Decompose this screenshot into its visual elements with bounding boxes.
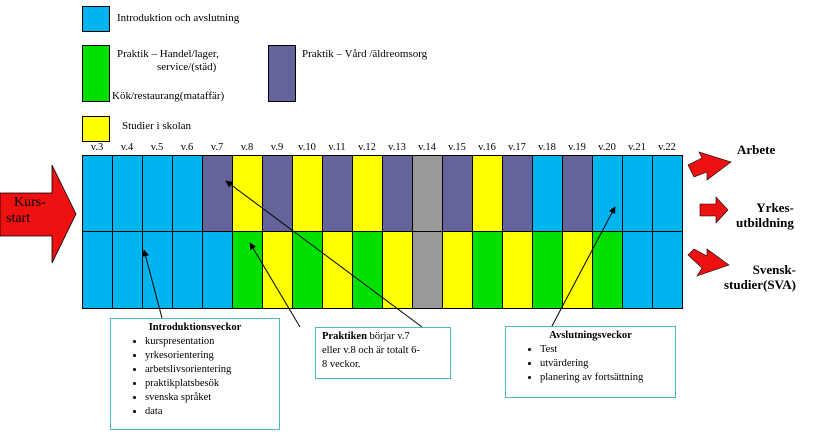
week-label: v.16 — [478, 142, 496, 153]
list-item: yrkesorientering — [145, 349, 275, 363]
week-label: v.6 — [180, 142, 194, 153]
cell-top-intro — [112, 155, 143, 232]
week-label: v.3 — [90, 142, 104, 153]
start-label: Kurs- start — [4, 195, 46, 227]
start-label-line2: start — [6, 211, 31, 226]
cell-bottom-intro — [622, 231, 653, 309]
cell-top-vard — [322, 155, 353, 232]
avslut-weeks-list: Testutvärderingplanering av fortsättning — [510, 343, 671, 385]
week-label: v.10 — [298, 142, 316, 153]
praktik-line2: eller v.8 och är totalt 6- — [322, 345, 420, 356]
outcome-yrkes-line1: Yrkes- — [756, 200, 794, 215]
cell-bottom-studier — [322, 231, 353, 309]
list-item: planering av fortsättning — [540, 371, 671, 385]
outcome-yrkes: Yrkes- utbildning — [732, 200, 794, 230]
intro-weeks-box: Introduktionsveckor kurspresentationyrke… — [110, 318, 280, 430]
week-label: v.12 — [358, 142, 376, 153]
praktik-pointer-line-2 — [225, 180, 423, 328]
praktik-line1: Praktiken börjar v.7 — [322, 330, 444, 344]
cell-bottom-intro — [202, 231, 233, 309]
intro-weeks-title: Introduktionsveckor — [148, 322, 242, 333]
praktik-pointer-line-1 — [249, 242, 301, 328]
cell-bottom-intro — [172, 231, 203, 309]
list-item: Test — [540, 343, 671, 357]
cell-bottom-intro — [82, 231, 113, 309]
week-label: v.14 — [418, 142, 436, 153]
avslut-weeks-title: Avslutningsveckor — [549, 330, 632, 341]
arbete-arrow-icon — [687, 151, 732, 181]
legend-label-studier: Studier i skolan — [122, 120, 192, 132]
praktik-box: Praktiken börjar v.7 eller v.8 och är to… — [315, 327, 451, 379]
cell-top-intro — [142, 155, 173, 232]
cell-bottom-handel — [592, 231, 623, 309]
praktik-rest1: börjar v.7 — [366, 331, 410, 342]
week-label: v.13 — [388, 142, 406, 153]
cell-bottom-studier — [262, 231, 293, 309]
legend-label-handel-2: service/(städ) — [157, 61, 217, 73]
week-label: v.11 — [328, 142, 346, 153]
legend-swatch-handel — [82, 45, 110, 102]
legend-swatch-vard — [268, 45, 296, 102]
legend-label-handel-3: Kök/restaurang(mataffär) — [112, 90, 225, 102]
cell-bottom-handel — [532, 231, 563, 309]
cell-bottom-intro — [142, 231, 173, 309]
list-item: arbetslivsorientering — [145, 363, 275, 377]
outcome-svenska: Svensk- studier(SVA) — [724, 262, 796, 292]
svenska-arrow-icon — [687, 248, 730, 277]
praktik-line3: 8 veckor. — [322, 359, 361, 370]
cell-bottom-handel — [292, 231, 323, 309]
praktik-bold: Praktiken — [322, 331, 367, 342]
legend-label-handel-1: Praktik – Handel/lager, — [117, 48, 219, 60]
list-item: svenska språket — [145, 391, 275, 405]
week-label: v.21 — [628, 142, 646, 153]
legend-label-vard: Praktik – Vård /äldreomsorg — [302, 48, 428, 60]
cell-bottom-intro — [652, 231, 683, 309]
cell-top-intro — [172, 155, 203, 232]
week-label: v.22 — [658, 142, 676, 153]
list-item: praktikplatsbesök — [145, 377, 275, 391]
week-label: v.9 — [270, 142, 284, 153]
cell-top-intro — [532, 155, 563, 232]
start-label-line1: Kurs- — [14, 195, 46, 210]
week-label: v.8 — [240, 142, 254, 153]
cell-top-vard — [382, 155, 413, 232]
outcome-svenska-line2: studier(SVA) — [724, 277, 796, 292]
week-label: v.5 — [150, 142, 164, 153]
week-label: v.17 — [508, 142, 526, 153]
outcome-arbete: Arbete — [737, 142, 776, 157]
week-label: v.20 — [598, 142, 616, 153]
cell-top-studier — [352, 155, 383, 232]
legend-swatch-studier — [82, 116, 110, 142]
intro-weeks-list: kurspresentationyrkesorienteringarbetsli… — [115, 335, 275, 419]
start-arrow-icon — [0, 164, 77, 264]
cell-top-intro — [622, 155, 653, 232]
week-label: v.19 — [568, 142, 586, 153]
list-item: kurspresentation — [145, 335, 275, 349]
cell-top-studier — [472, 155, 503, 232]
outcome-svenska-line1: Svensk- — [752, 262, 796, 277]
week-label: v.4 — [120, 142, 134, 153]
cell-top-intro — [592, 155, 623, 232]
list-item: data — [145, 405, 275, 419]
week-label: v.18 — [538, 142, 556, 153]
avslut-pointer-line — [551, 206, 616, 327]
legend-label-intro: Introduktion och avslutning — [117, 12, 240, 24]
intro-pointer-line — [142, 249, 163, 319]
avslut-weeks-box: Avslutningsveckor Testutvärderingplaneri… — [505, 326, 676, 398]
cell-top-vard — [502, 155, 533, 232]
legend-swatch-intro — [82, 6, 110, 32]
week-label: v.15 — [448, 142, 466, 153]
week-label: v.7 — [210, 142, 224, 153]
outcome-yrkes-line2: utbildning — [736, 215, 794, 230]
yrkes-arrow-icon — [699, 196, 729, 224]
cell-bottom-handel — [232, 231, 263, 309]
list-item: utvärdering — [540, 357, 671, 371]
